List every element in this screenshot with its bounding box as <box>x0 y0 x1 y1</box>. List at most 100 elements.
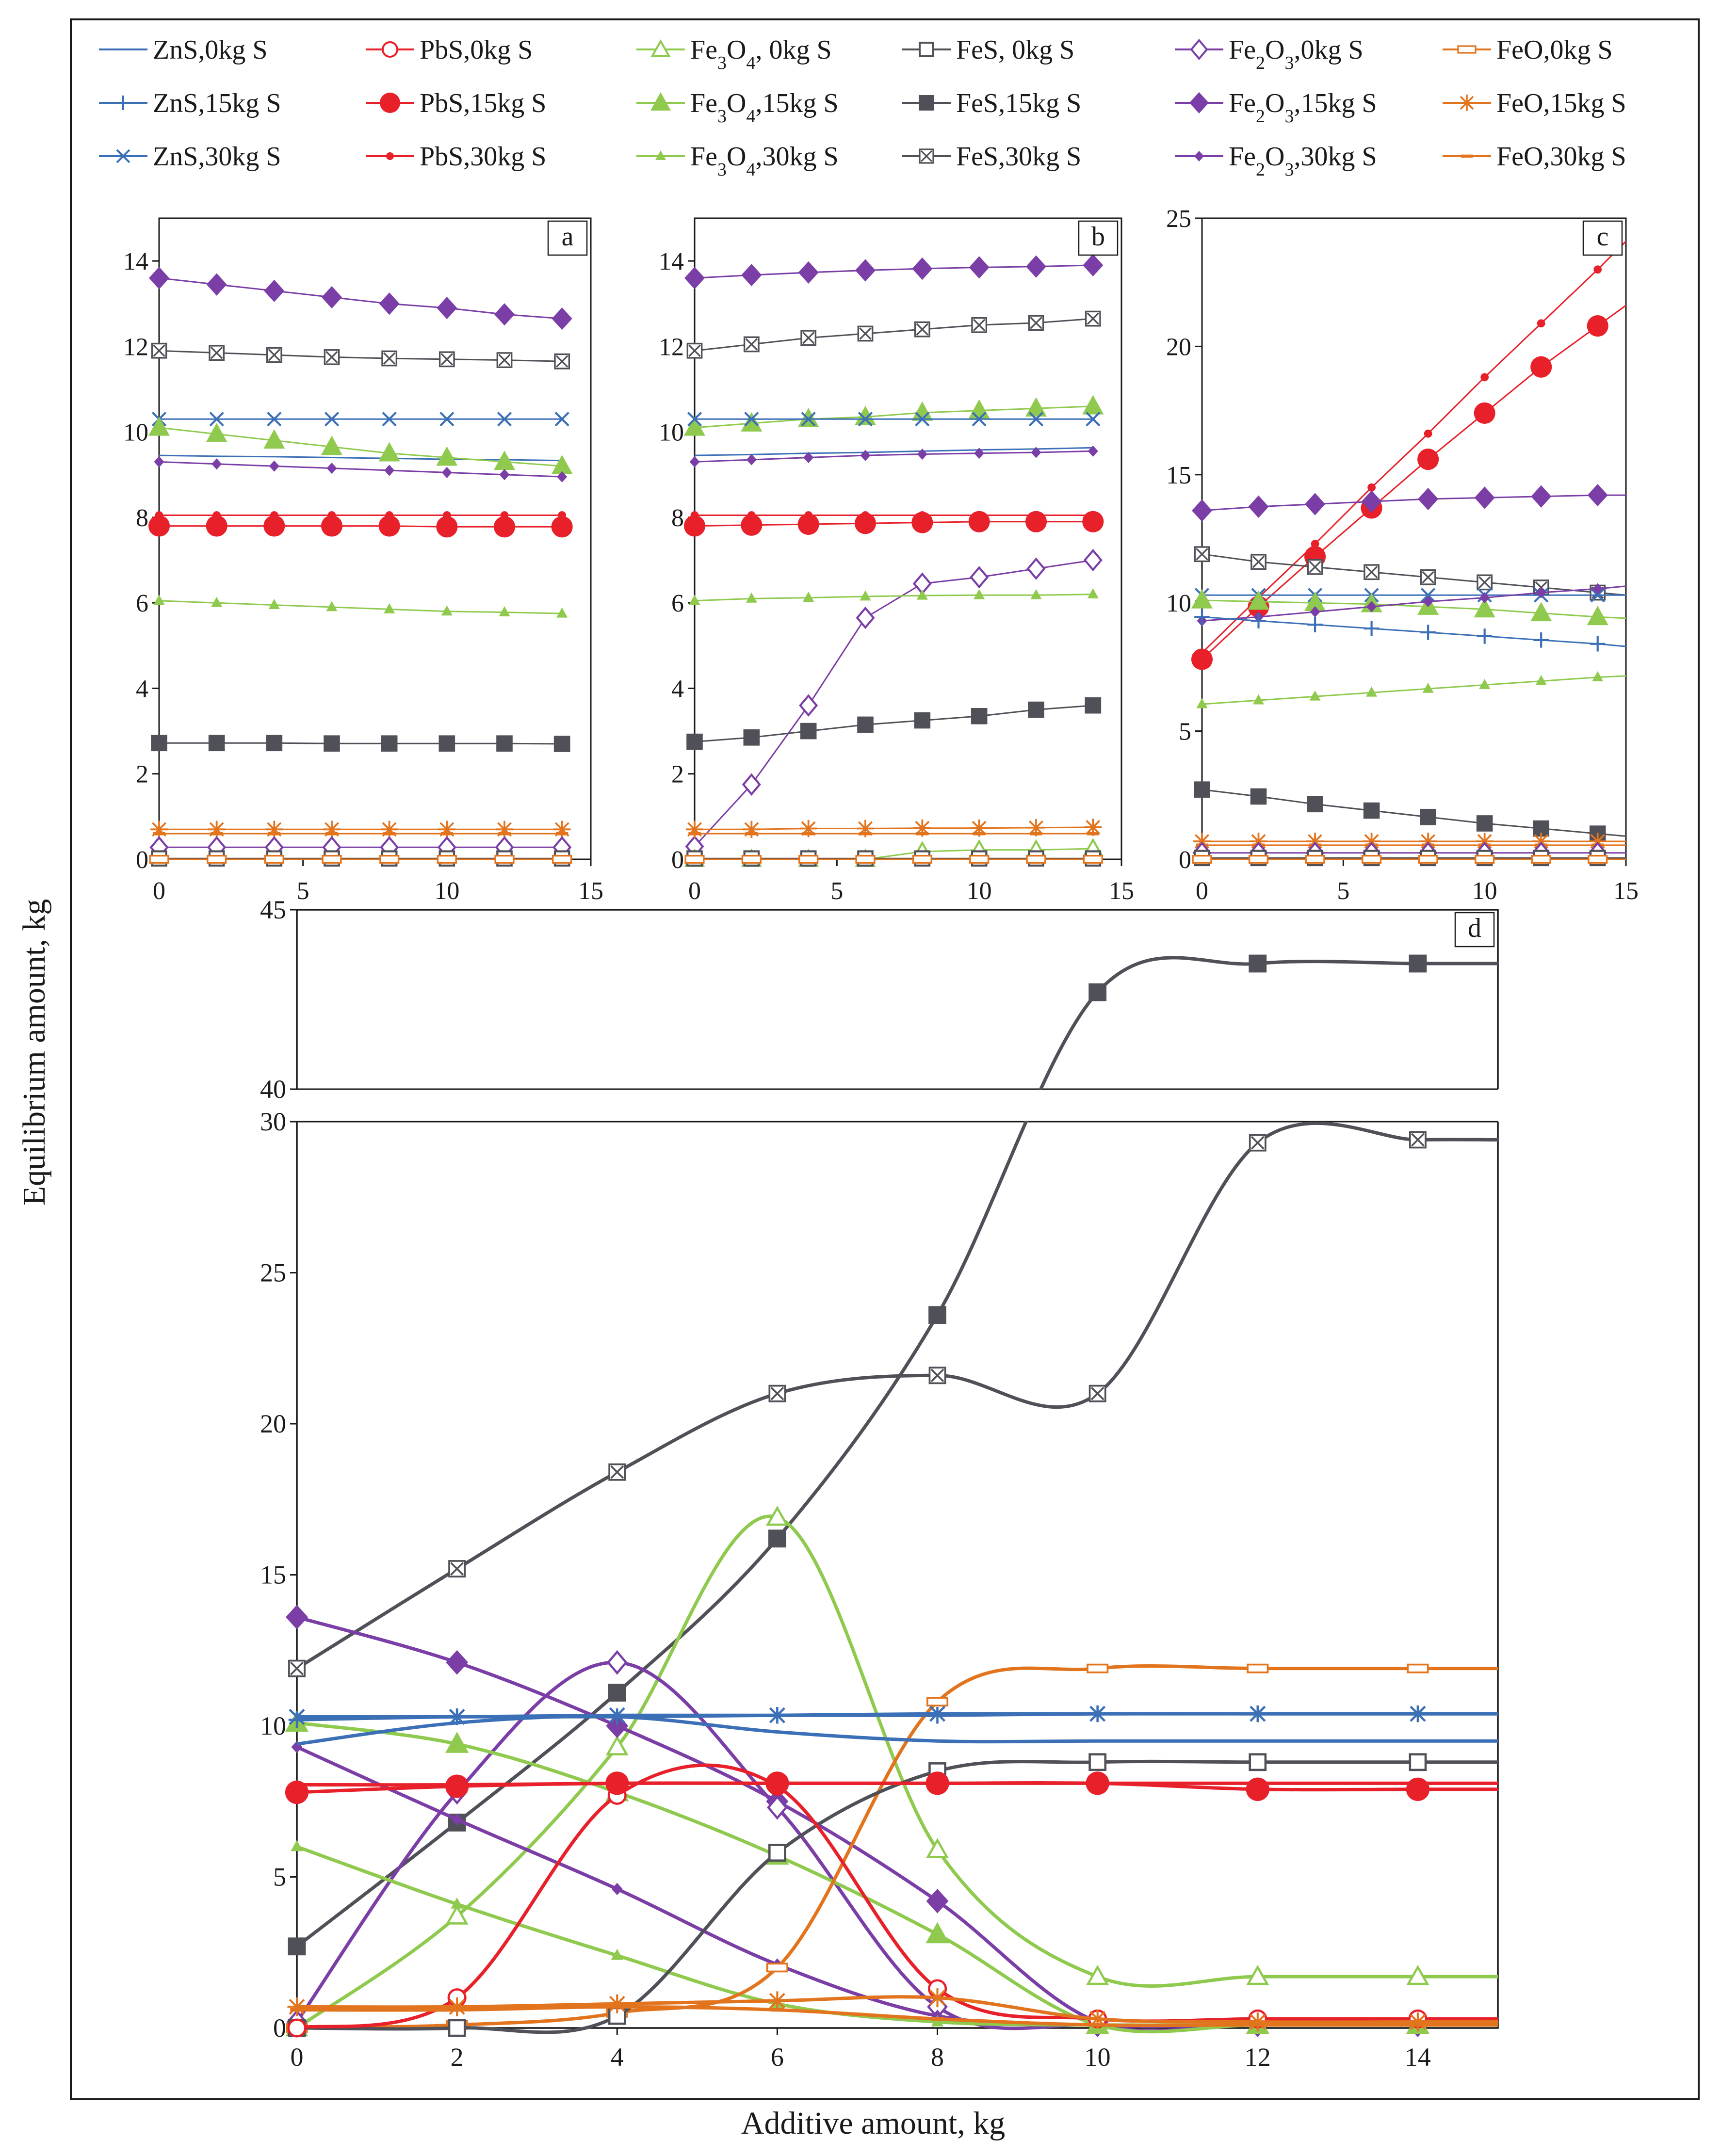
b-fes-30kg-s-6-marker <box>1028 315 1044 331</box>
a-fe3o4-15kg-s-4-marker <box>378 442 400 462</box>
x-tick-label: 0 <box>1196 877 1208 905</box>
d-low-fes-15kg-s-2-marker <box>608 1684 626 1702</box>
b-fes-30kg-s-0-marker <box>686 342 703 359</box>
series-fe2o3-15kg-s <box>149 267 572 330</box>
d-low-fes-30kg-s-5-marker <box>1088 1384 1106 1402</box>
c-fe3o4-30kg-s-4-marker <box>1422 682 1434 693</box>
y-tick-label: 10 <box>1166 590 1191 617</box>
x-tick-label: 15 <box>1613 877 1639 905</box>
y-tick-label: 14 <box>659 248 684 275</box>
a-fe2o3-30kg-s-7-marker <box>557 471 568 483</box>
series-fes-15kg-s <box>288 1121 1029 1956</box>
legend-fe3o4-30kg-s-marker <box>655 150 666 160</box>
x-tick-label: 12 <box>1245 2043 1271 2072</box>
d-low-pbs-30kg-s-4-marker <box>933 1779 942 1788</box>
panel-d-label-box <box>1454 912 1495 948</box>
a-fe3o4-15kg-s-2-marker <box>263 429 285 449</box>
panel-b-frame <box>694 217 1122 860</box>
b-pbs-15kg-s-7-marker <box>1082 511 1104 532</box>
series-fes-30kg-s <box>288 1121 1498 1677</box>
series-zns-0kg-s <box>694 447 1093 456</box>
a-fe2o3-30kg-s-6-marker <box>499 469 510 481</box>
series-feo-0kg-s <box>149 854 572 864</box>
b-fe2o3-15kg-s-6-marker <box>1026 255 1046 278</box>
y-tick-label: 40 <box>260 1075 286 1104</box>
c-zns-15kg-s-3-marker <box>1364 621 1380 636</box>
legend-pbs-30kg-s-marker <box>386 152 394 160</box>
series-zns-15kg-s <box>1194 609 1626 652</box>
b-zns-30kg-s-7-marker <box>1086 412 1101 427</box>
c-zns-15kg-s-6-marker <box>1533 632 1549 648</box>
c-fes-30kg-s-2-marker <box>1307 559 1323 575</box>
a-feo-0kg-s-5-marker <box>437 854 457 864</box>
b-zns-30kg-s-5-marker <box>972 412 987 427</box>
d-low-fes-30kg-s-7-marker <box>1409 1131 1427 1149</box>
legend-pbs-15kg-s-marker <box>380 93 400 113</box>
a-fes-30kg-s-4-marker <box>381 350 398 367</box>
a-feo-0kg-s-6-marker <box>494 854 515 864</box>
c-feo-15kg-s-6-marker <box>1532 833 1550 850</box>
d-up-fes-15kg-s-6-marker <box>1249 954 1267 973</box>
legend-label: Fe3O4,30kg S <box>690 142 839 180</box>
panel-d: 0 5 10 15 20 25 30 40 45 0 2 4 6 8 10 12 14 d <box>260 895 1499 2072</box>
b-fe2o3-30kg-s-1-marker <box>746 454 757 466</box>
b-feo-15kg-s-1-marker <box>743 821 761 838</box>
legend-label: FeO,30kg S <box>1496 142 1626 172</box>
series-fe2o3-30kg-s <box>1197 583 1626 627</box>
b-fes-15kg-s-6-marker <box>1028 701 1044 718</box>
c-fe2o3-15kg-s-5-marker <box>1474 486 1495 509</box>
c-fe3o4-30kg-s-0-marker <box>1196 698 1208 708</box>
d-low-feo-0kg-s-7-marker <box>1407 1663 1429 1673</box>
y-tick-label: 2 <box>671 761 684 788</box>
legend-fe2o3-15kg-s-marker <box>1189 92 1209 113</box>
d-low-fe3o4-0kg-s-4-marker <box>926 1838 949 1858</box>
a-fes-15kg-s-7-marker <box>553 736 570 752</box>
a-fe2o3-15kg-s-1-marker <box>206 273 227 296</box>
d-low-pbs-30kg-s-1-marker <box>452 1780 462 1789</box>
d-low-pbs-30kg-s-0-marker <box>292 1780 302 1789</box>
b-zns-30kg-s-2-marker <box>801 412 816 427</box>
legend-entry-fes-0kg-s: FeS, 0kg S <box>902 35 1074 65</box>
series-line-fes-30kg-s <box>694 318 1093 352</box>
b-fe2o3-30kg-s-0-marker <box>689 456 700 467</box>
d-low-fes-0kg-s-3-marker <box>768 1844 786 1862</box>
d-low-fes-30kg-s-3-marker <box>768 1384 786 1402</box>
a-fe2o3-15kg-s-4-marker <box>379 292 400 315</box>
a-fes-30kg-s-1-marker <box>209 345 225 361</box>
y-tick-label: 25 <box>1166 205 1191 233</box>
series-feo-15kg-s <box>150 821 571 838</box>
d-low-feo-0kg-s-6-marker <box>1247 1663 1269 1673</box>
y-tick-label: 0 <box>273 2013 286 2043</box>
series-fes-30kg-s <box>151 342 570 370</box>
y-tick-label: 0 <box>136 846 148 874</box>
b-feo-15kg-s-6-marker <box>1027 819 1045 837</box>
d-low-feo-15kg-s-3-marker <box>767 1991 787 2011</box>
a-feo-0kg-s-0-marker <box>149 854 169 864</box>
panel-b-label-box <box>1078 220 1119 256</box>
y-tick-label: 10 <box>123 419 148 447</box>
series-line-fes-15kg-s <box>694 705 1093 743</box>
d-low-zns-15kg-s-0-marker <box>288 1711 306 1728</box>
series-zns-30kg-s <box>687 412 1101 427</box>
series-line-fe3o4-15kg-s <box>159 427 562 467</box>
c-feo-15kg-s-3-marker <box>1363 833 1380 850</box>
a-fe3o4-30kg-s-0-marker <box>153 595 165 605</box>
d-low-fe2o3-30kg-s-0-marker <box>291 1740 303 1754</box>
c-fes-15kg-s-5-marker <box>1476 815 1493 832</box>
a-fe3o4-30kg-s-5-marker <box>441 605 453 616</box>
b-fes-15kg-s-2-marker <box>800 723 817 740</box>
series-line-fe3o4-30kg-s <box>1201 675 1626 705</box>
y-tick-label: 15 <box>260 1561 286 1590</box>
series-fes-15kg-s <box>1038 954 1498 1090</box>
b-zns-30kg-s-3-marker <box>858 412 873 427</box>
c-zns-15kg-s-0-marker <box>1194 609 1210 625</box>
a-fes-30kg-s-0-marker <box>151 342 167 359</box>
series-fe2o3-30kg-s <box>689 445 1098 467</box>
y-tick-label: 6 <box>671 590 684 617</box>
d-low-pbs-30kg-s-6-marker <box>1253 1779 1262 1788</box>
b-fe2o3-15kg-s-7-marker <box>1083 254 1104 277</box>
c-pbs-30kg-s-3-marker <box>1367 483 1376 492</box>
legend-entry-fe3o4-0kg-s: Fe3O4, 0kg S <box>636 35 832 73</box>
a-feo-15kg-s-1-marker <box>208 821 226 838</box>
legend-label: FeS, 0kg S <box>956 35 1074 65</box>
